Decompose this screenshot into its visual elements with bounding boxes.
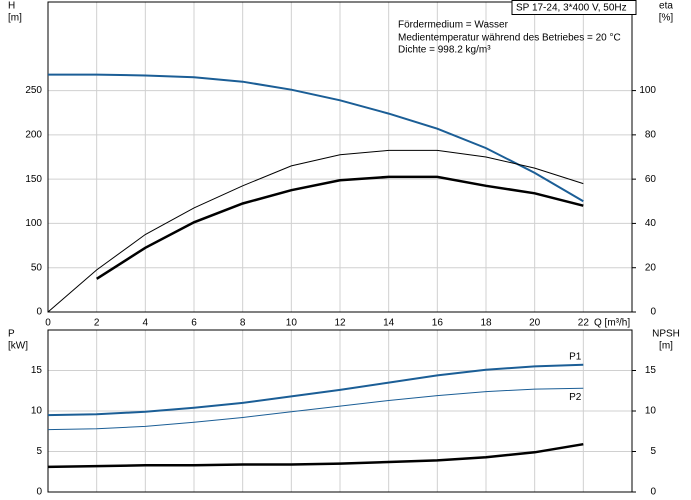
annotation: Fördermedium = Wasser [398, 20, 509, 31]
x-axis-label: Q [m³/h] [594, 318, 630, 329]
plot-frame [47, 1, 633, 313]
x-tick-label: 14 [383, 318, 395, 329]
y2-axis-label: NPSH [652, 329, 680, 340]
y2-tick-label: 15 [645, 365, 657, 376]
x-tick-label: 16 [432, 318, 444, 329]
series-line [47, 387, 584, 431]
x-tick-label: 12 [334, 318, 346, 329]
y2-axis-label: eta [659, 1, 673, 12]
y2-axis-unit: [m] [659, 341, 673, 352]
x-tick-label: 2 [94, 318, 100, 329]
x-tick-label: 18 [480, 318, 492, 329]
y2-tick-label: 60 [645, 174, 657, 185]
y2-tick-label: 40 [645, 218, 657, 229]
x-tick-label: 22 [578, 318, 590, 329]
y-tick-label: 100 [25, 218, 42, 229]
series-line [47, 442, 584, 469]
y-axis-label: P [8, 329, 15, 340]
title-box [511, 0, 637, 15]
y-tick-label: 150 [25, 174, 42, 185]
y-axis-unit: [m] [8, 13, 22, 24]
plot-layer: 0 2 4 6 8 10 12 14 16 18 20 22050100150200250020406… [8, 1, 680, 498]
y2-tick-label: 20 [645, 262, 657, 273]
y-tick-label: 10 [31, 406, 43, 417]
y2-tick-label: 5 [650, 446, 656, 457]
x-tick-label: 10 [286, 318, 298, 329]
x-tick-label: 0 [45, 318, 51, 329]
y-tick-label: 250 [25, 85, 42, 96]
series-line [47, 149, 584, 313]
y-tick-label: 0 [36, 487, 42, 498]
plot-frame [47, 329, 633, 493]
chart-title: SP 17-24, 3*400 V, 50Hz [516, 3, 627, 14]
y2-tick-label: 0 [650, 307, 656, 318]
y2-tick-label: 0 [650, 487, 656, 498]
x-tick-label: 20 [529, 318, 541, 329]
y-tick-label: 200 [25, 129, 42, 140]
annotation: Medientemperatur während des Betriebes =… [398, 33, 621, 44]
series-line [48, 73, 584, 203]
annotation: Dichte = 998.2 kg/m³ [398, 45, 491, 56]
series-line [47, 363, 584, 417]
y-tick-label: 50 [31, 262, 43, 273]
y-tick-label: 0 [36, 307, 42, 318]
series-label: P1 [569, 351, 582, 362]
y2-axis-unit: [%] [659, 13, 674, 24]
y-tick-label: 5 [36, 446, 42, 457]
x-tick-label: 6 [191, 318, 197, 329]
y2-tick-label: 10 [645, 406, 657, 417]
y-axis-label: H [8, 1, 15, 12]
series-line [96, 175, 584, 280]
x-tick-label: 4 [143, 318, 149, 329]
y2-tick-label: 80 [645, 129, 657, 140]
series-label: P2 [569, 392, 582, 403]
y2-tick-label: 100 [639, 85, 656, 96]
y-tick-label: 15 [31, 365, 43, 376]
y-axis-unit: [kW] [8, 341, 28, 352]
x-tick-label: 8 [240, 318, 246, 329]
